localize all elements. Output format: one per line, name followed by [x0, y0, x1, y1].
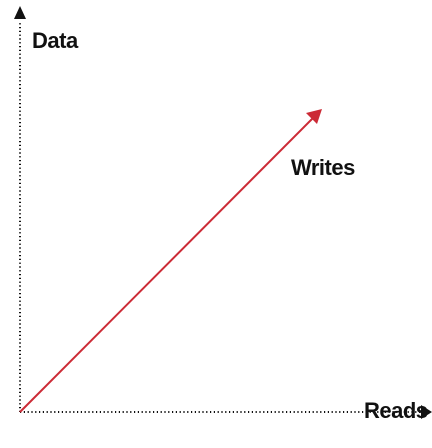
y-axis-arrow-icon [14, 6, 26, 19]
x-axis-label: Reads [364, 398, 428, 423]
writes-line [19, 117, 314, 413]
writes-arrow-icon [306, 109, 322, 124]
y-axis-label: Data [32, 28, 78, 53]
writes-label: Writes [291, 155, 355, 180]
x-axis-arrow-icon [421, 405, 432, 419]
